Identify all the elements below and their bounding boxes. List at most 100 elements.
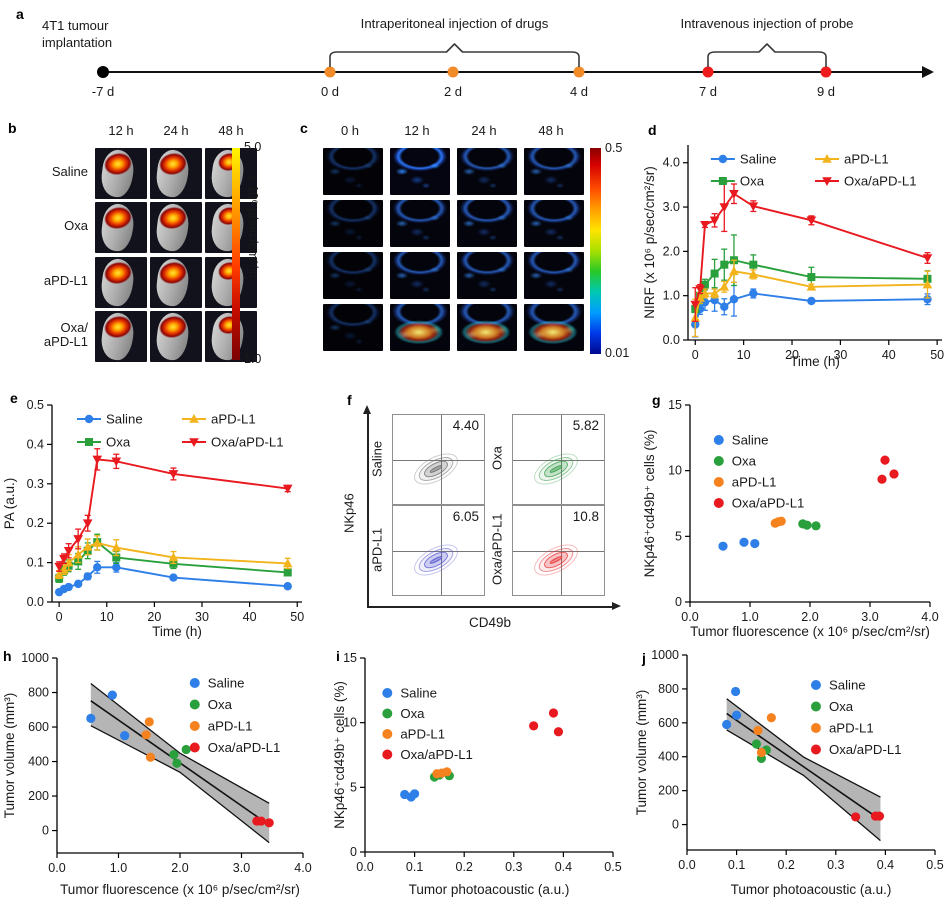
flow-plot: 4.40 (392, 414, 485, 505)
svg-text:10: 10 (737, 348, 751, 362)
svg-text:800: 800 (658, 682, 679, 696)
svg-text:aPD-L1: aPD-L1 (400, 727, 445, 742)
svg-text:1000: 1000 (21, 651, 49, 665)
photoacoustic-image (323, 252, 383, 299)
legend: Saline Oxa aPD-L1 Oxa/aPD-L1 (810, 678, 902, 757)
photoacoustic-image (323, 148, 383, 195)
svg-text:20: 20 (785, 348, 799, 362)
series-aPD-L1 (690, 259, 933, 338)
quadrant-hline (513, 460, 604, 462)
x-axis-label: Time (h) (152, 624, 202, 639)
flow-group-label: aPD-L1 (369, 527, 385, 572)
panel-label-a: a (16, 6, 24, 22)
svg-text:0.0: 0.0 (48, 861, 65, 875)
svg-text:600: 600 (28, 720, 49, 734)
svg-text:5: 5 (350, 780, 357, 794)
photoacoustic-image (524, 304, 584, 351)
timeline-day-label: 4 d (570, 84, 588, 99)
svg-text:aPD-L1: aPD-L1 (732, 475, 777, 490)
col-header: 48 h (218, 123, 244, 138)
y-axis-label: NIRF (x 10⁶ p/sec/cm²/sr) (642, 166, 657, 319)
svg-text:Oxa: Oxa (208, 697, 233, 712)
photoacoustic-image (390, 200, 450, 247)
contour-population (529, 447, 584, 492)
quadrant-vline (440, 415, 442, 504)
panel-label-i: i (336, 648, 340, 664)
x-axis-label: Tumor fluorescence (x 10⁶ p/sec/cm²/sr) (60, 882, 300, 897)
photoacoustic-image (524, 148, 584, 195)
brace-label: Intraperitoneal injection of drugs (361, 16, 549, 31)
svg-text:0: 0 (692, 348, 699, 362)
group-Saline (718, 537, 760, 551)
photoacoustic-image (457, 148, 517, 195)
row-label: Oxa/ aPD-L1 (43, 319, 88, 350)
svg-text:40: 40 (882, 348, 896, 362)
chart-i-svg: 0.0 0.1 0.2 0.3 0.4 0.5 0 5 10 15 Tumor photoacous… (332, 651, 622, 897)
panel-label-c: c (300, 120, 308, 136)
quadrant-hline (513, 551, 604, 553)
quadrant-hline (393, 551, 484, 553)
svg-text:aPD-L1: aPD-L1 (208, 719, 253, 734)
svg-text:0.3: 0.3 (27, 477, 44, 491)
mouse-image (95, 202, 147, 253)
series-Saline (691, 281, 932, 338)
group-aPD-L1 (770, 516, 786, 528)
y-axis-label: NKp46⁺cd49b⁺ cells (%) (332, 681, 347, 829)
group-Saline (86, 690, 130, 741)
svg-text:Saline: Saline (400, 686, 437, 701)
svg-text:aPD-L1: aPD-L1 (211, 412, 256, 427)
mouse-image (205, 148, 257, 199)
row-label: aPD-L1 (43, 272, 88, 288)
svg-text:0.4: 0.4 (27, 437, 44, 451)
x-axis-label: Time (h) (790, 354, 840, 369)
svg-text:0.0: 0.0 (681, 610, 698, 624)
svg-text:Oxa/aPD-L1: Oxa/aPD-L1 (829, 742, 902, 757)
svg-text:30: 30 (833, 348, 847, 362)
timeline-panel: 4T1 tumour implantation -7 d 0 d 2 d 4 d 7 d 9 … (42, 16, 934, 99)
svg-text:0.0: 0.0 (678, 858, 695, 872)
flow-group-label: Oxa (489, 446, 505, 471)
mouse-image (150, 311, 202, 362)
svg-text:4.0: 4.0 (663, 156, 680, 170)
chart-nk-vs-photoacoustic: 0.0 0.1 0.2 0.3 0.4 0.5 0 5 10 15 Tumor photoacous… (330, 645, 625, 898)
svg-text:0.5: 0.5 (27, 398, 44, 412)
svg-text:15: 15 (343, 651, 357, 665)
mouse-image (205, 311, 257, 362)
svg-text:40: 40 (243, 610, 257, 624)
svg-text:1.0: 1.0 (663, 289, 680, 303)
svg-text:0: 0 (56, 610, 63, 624)
quadrant-vline (560, 415, 562, 504)
colorbar-min-label: 1.0 (244, 352, 262, 366)
svg-text:Oxa: Oxa (106, 435, 131, 450)
group-Oxa/aPD-L1 (252, 816, 274, 828)
timeline-arrowhead (922, 66, 934, 78)
svg-text:Oxa: Oxa (400, 706, 425, 721)
svg-text:0: 0 (42, 824, 49, 838)
panel-label-f: f (347, 392, 352, 408)
row-label: Oxa (64, 217, 88, 233)
mouse-image (150, 202, 202, 253)
panel-label-j: j (642, 650, 646, 666)
y-axis-label: PA (a.u.) (2, 478, 17, 530)
chart-g-svg: 0.0 1.0 2.0 3.0 4.0 0 5 10 15 Tumor fluorescence … (642, 398, 939, 639)
svg-text:Saline: Saline (106, 412, 143, 427)
mouse-image (95, 148, 147, 199)
svg-text:0.1: 0.1 (406, 860, 423, 874)
chart-nirf-timecourse: 0 10 20 30 40 50 0.0 1.0 2.0 3.0 4.0 Time (h) NIRF (… (640, 128, 952, 370)
x-axis-arrowhead (612, 602, 621, 610)
photoacoustic-image (457, 200, 517, 247)
chart-nk-vs-fluorescence: 0.0 1.0 2.0 3.0 4.0 0 5 10 15 Tumor fluorescence … (640, 385, 940, 640)
svg-text:400: 400 (28, 755, 49, 769)
mouse-image (95, 311, 147, 362)
col-header: 12 h (108, 123, 134, 138)
colorbar-min-label: 0.01 (605, 346, 630, 360)
mouse-image (150, 148, 202, 199)
quadrant-vline (440, 506, 442, 595)
flow-group-label: Saline (369, 440, 385, 477)
panel-label-b: b (8, 120, 17, 136)
svg-text:200: 200 (28, 789, 49, 803)
svg-text:Oxa: Oxa (829, 699, 854, 714)
svg-text:0.2: 0.2 (27, 516, 44, 530)
photoacoustic-images-panel: 0 h 12 h 24 h 48 h 0.5 0.01 (295, 115, 630, 365)
svg-text:2.0: 2.0 (171, 861, 188, 875)
